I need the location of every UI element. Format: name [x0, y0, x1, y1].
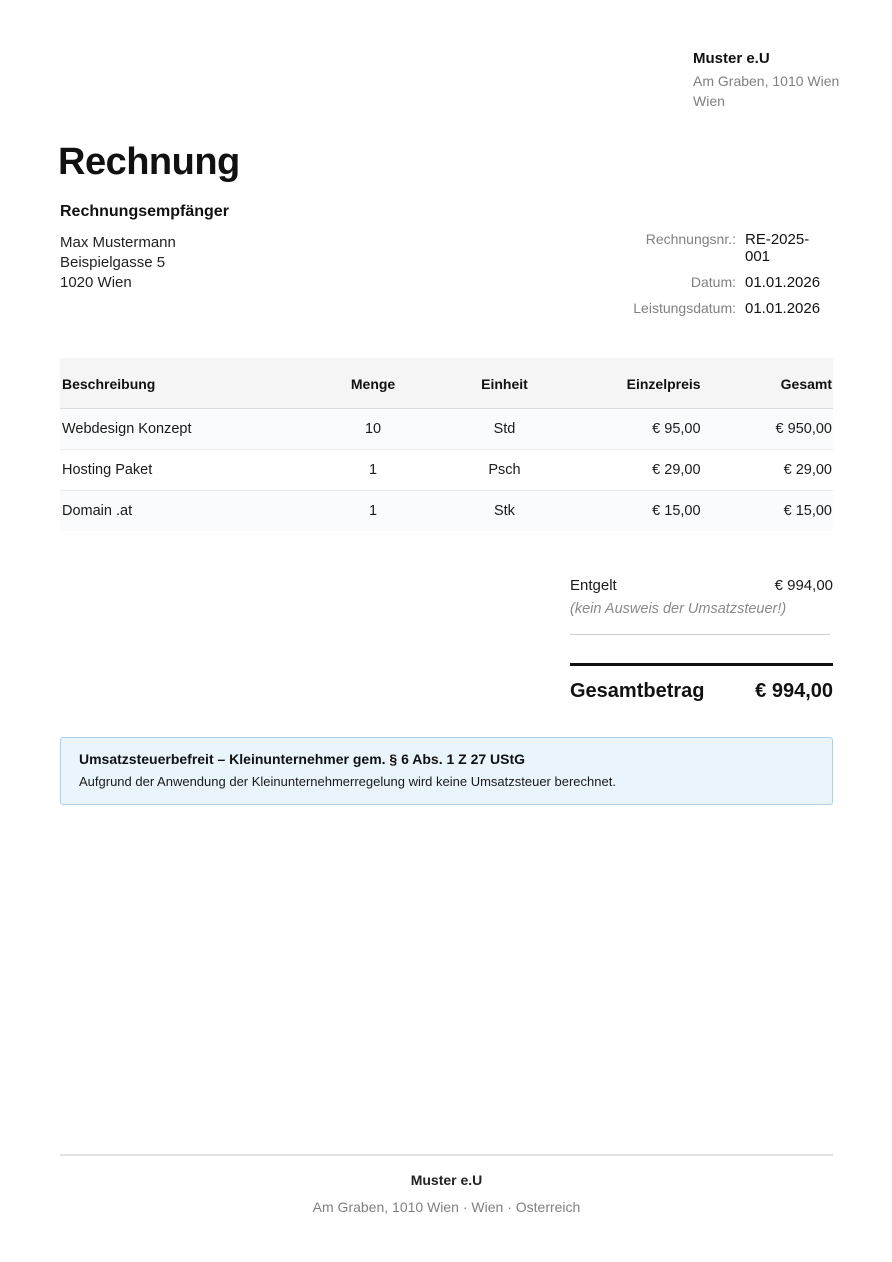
tax-exemption-box: Umsatzsteuerbefreit – Kleinunternehmer g… — [60, 737, 833, 805]
footer-divider — [60, 1154, 833, 1156]
entgelt-label: Entgelt — [570, 577, 617, 594]
column-header-description: Beschreibung — [60, 358, 300, 409]
table-header-row: Beschreibung Menge Einheit Einzelpreis G… — [60, 358, 833, 409]
column-header-unit-price: Einzelpreis — [562, 358, 702, 409]
item-quantity: 1 — [299, 449, 447, 491]
item-quantity: 10 — [299, 408, 447, 450]
recipient-heading: Rechnungsempfänger — [60, 203, 229, 220]
item-total: € 950,00 — [701, 408, 833, 450]
item-description: Webdesign Konzept — [60, 408, 300, 450]
item-unit: Stk — [446, 490, 563, 531]
recipient-street: Beispielgasse 5 — [60, 254, 166, 271]
date-value: 01.01.2026 — [745, 274, 821, 291]
footer-company-name: Muster e.U — [410, 1172, 483, 1188]
vat-exemption-note: (kein Ausweis der Umsatzsteuer!) — [570, 601, 787, 617]
tax-exemption-title: Umsatzsteuerbefreit – Kleinunternehmer g… — [79, 751, 526, 767]
item-quantity: 1 — [299, 490, 447, 531]
invoice-number-label: Rechnungsnr.: — [645, 231, 736, 247]
line-items-table: Beschreibung Menge Einheit Einzelpreis G… — [60, 358, 833, 531]
item-total: € 29,00 — [701, 449, 833, 491]
item-unit: Std — [446, 408, 563, 450]
table-row: Domain .at 1 Stk € 15,00 € 15,00 — [60, 490, 833, 531]
item-unit-price: € 15,00 — [562, 490, 702, 531]
invoice-meta: Rechnungsnr.: RE-2025-001 Datum: 01.01.2… — [560, 231, 833, 326]
meta-row-service-date: Leistungsdatum: 01.01.2026 — [560, 300, 833, 317]
service-date-label: Leistungsdatum: — [633, 300, 736, 316]
table-row: Hosting Paket 1 Psch € 29,00 € 29,00 — [60, 449, 833, 491]
item-total: € 15,00 — [701, 490, 833, 531]
service-date-value: 01.01.2026 — [745, 300, 821, 317]
totals-section: Entgelt € 994,00 (kein Ausweis der Umsat… — [570, 577, 833, 703]
item-unit: Psch — [446, 449, 563, 491]
grand-total-row: Gesamtbetrag € 994,00 — [570, 680, 833, 703]
sender-address-line1: Am Graben, 1010 Wien — [693, 73, 840, 89]
totals-divider-thin — [570, 634, 830, 635]
item-description: Hosting Paket — [60, 449, 300, 491]
recipient-city: 1020 Wien — [60, 274, 132, 291]
column-header-unit: Einheit — [446, 358, 563, 409]
meta-row-date: Datum: 01.01.2026 — [560, 274, 833, 291]
column-header-quantity: Menge — [299, 358, 447, 409]
item-unit-price: € 95,00 — [562, 408, 702, 450]
table-row: Webdesign Konzept 10 Std € 95,00 € 950,0… — [60, 408, 833, 450]
recipient-name: Max Mustermann — [60, 234, 176, 251]
meta-row-invoice-number: Rechnungsnr.: RE-2025-001 — [560, 231, 833, 265]
tax-exemption-body: Aufgrund der Anwendung der Kleinunterneh… — [79, 774, 616, 789]
recipient-address-block: Max Mustermann Beispielgasse 5 1020 Wien — [60, 233, 176, 293]
totals-divider-thick — [570, 663, 833, 666]
column-header-total: Gesamt — [701, 358, 833, 409]
entgelt-value: € 994,00 — [774, 577, 833, 594]
item-unit-price: € 29,00 — [562, 449, 702, 491]
item-description: Domain .at — [60, 490, 300, 531]
date-label: Datum: — [690, 274, 736, 290]
grand-total-label: Gesamtbetrag — [570, 680, 705, 702]
sender-header: Muster e.U Am Graben, 1010 Wien Wien — [693, 50, 839, 111]
entgelt-row: Entgelt € 994,00 — [570, 577, 833, 594]
sender-name: Muster e.U — [693, 50, 770, 67]
page-title: Rechnung — [58, 141, 240, 183]
footer-company-address: Am Graben, 1010 Wien · Wien · Osterreich — [312, 1199, 581, 1215]
invoice-number-value: RE-2025-001 — [745, 231, 810, 265]
page-footer: Muster e.U Am Graben, 1010 Wien · Wien ·… — [60, 1172, 833, 1215]
sender-address-line2: Wien — [693, 93, 725, 109]
grand-total-value: € 994,00 — [755, 680, 833, 702]
